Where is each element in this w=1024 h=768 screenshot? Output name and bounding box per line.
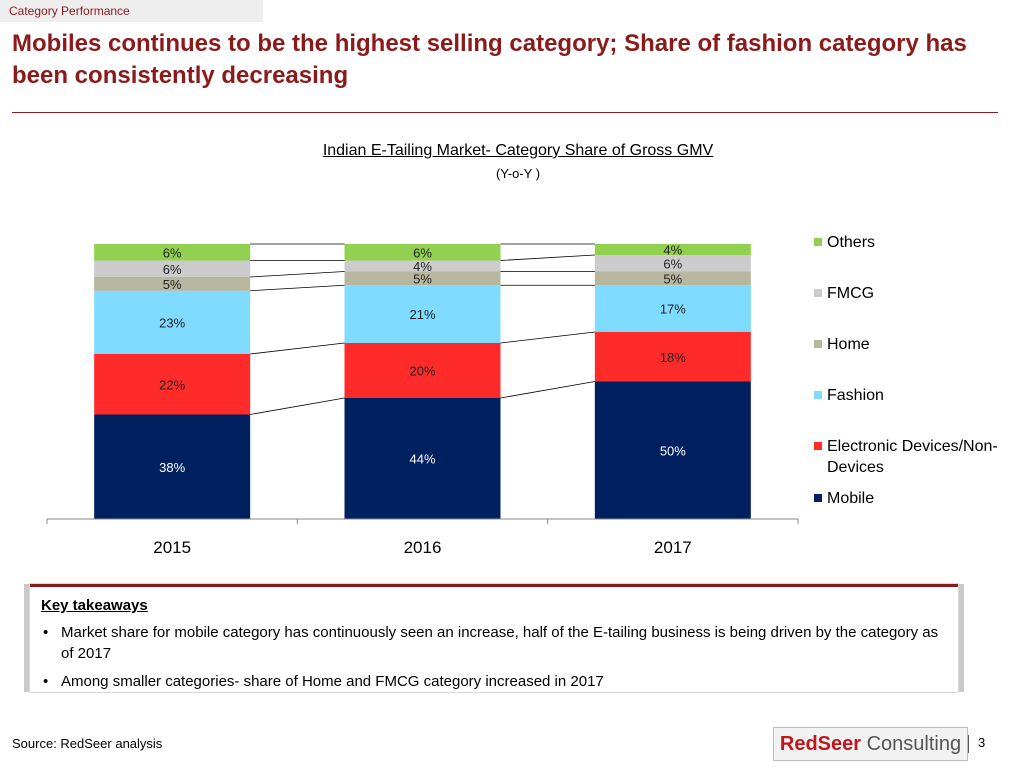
x-tick-label: 2015 <box>153 538 191 557</box>
bar-segment <box>594 255 751 272</box>
connector-line <box>500 381 595 399</box>
bar-segment <box>94 290 251 354</box>
legend-swatch-fashion <box>814 391 822 399</box>
bar-segment <box>94 414 251 519</box>
bar-segment <box>594 244 751 255</box>
page-number: 3 <box>978 735 986 750</box>
legend-item-home: Home <box>814 334 1019 355</box>
bar-segment <box>344 343 501 398</box>
legend-item-electronic-devices: Electronic Devices/Non-Devices <box>814 436 1019 478</box>
connector-line <box>250 271 345 278</box>
logo-wordmark-grey: Consulting <box>861 733 962 755</box>
key-takeaways-title: Key takeaways <box>41 597 148 614</box>
bar-segment <box>594 381 751 519</box>
bar-segment <box>344 398 501 519</box>
bar-segment <box>344 244 501 261</box>
connector-line <box>250 342 345 355</box>
logo-wordmark-red: RedSeer <box>779 733 862 755</box>
legend-item-fashion: Fashion <box>814 385 1019 406</box>
legend-swatch-mobile <box>814 494 822 502</box>
legend-label: Mobile <box>827 490 875 507</box>
data-label: 5% <box>413 271 432 286</box>
legend-label: Others <box>827 234 876 251</box>
redseer-logo: RedSeer Consulting <box>773 727 968 761</box>
x-tick-label: 2016 <box>404 538 442 557</box>
data-label: 21% <box>409 307 435 322</box>
bar-segment <box>94 277 251 291</box>
data-label: 4% <box>413 259 432 274</box>
data-label: 6% <box>163 245 182 260</box>
source-note: Source: RedSeer analysis <box>12 736 163 751</box>
connector-line <box>250 284 345 292</box>
data-label: 20% <box>409 364 435 379</box>
takeaway-item: Among smaller categories- share of Home … <box>41 671 946 692</box>
page-title: Mobiles continues to be the highest sell… <box>12 30 967 89</box>
data-label: 5% <box>663 271 682 286</box>
legend-label: Home <box>827 336 870 353</box>
data-label: 6% <box>163 262 182 277</box>
data-label: 38% <box>159 460 185 475</box>
title-divider <box>12 112 998 113</box>
bar-segment <box>344 260 501 272</box>
legend-swatch-others <box>814 238 822 246</box>
legend-item-others: Others <box>814 232 1019 253</box>
bar-segment <box>344 285 501 343</box>
legend-swatch-home <box>814 340 822 348</box>
data-label: 5% <box>163 277 182 292</box>
data-label: 18% <box>660 350 686 365</box>
data-label: 6% <box>663 256 682 271</box>
legend-label: Electronic Devices/Non-Devices <box>827 438 998 476</box>
data-label: 6% <box>413 245 432 260</box>
legend-item-mobile: Mobile <box>814 488 1019 509</box>
bar-segment <box>344 271 501 286</box>
data-label: 22% <box>159 377 185 392</box>
legend-label: Fashion <box>827 387 884 404</box>
takeaways-list: Market share for mobile category has con… <box>41 622 946 699</box>
chart-title: Indian E-Tailing Market- Category Share … <box>322 142 714 159</box>
data-label: 50% <box>660 443 686 458</box>
chart-subtitle: (Y-o-Y ) <box>495 166 541 181</box>
data-label: 44% <box>409 452 435 467</box>
bar-segment <box>594 332 751 382</box>
section-tab: Category Performance <box>0 0 263 22</box>
bar-segment <box>594 271 751 286</box>
data-label: 4% <box>663 243 682 258</box>
key-takeaways-box: Key takeaways Market share for mobile ca… <box>30 584 958 692</box>
legend-item-fmcg: FMCG <box>814 283 1019 304</box>
legend-label: FMCG <box>827 285 875 302</box>
bar-segment <box>94 354 251 415</box>
page-number-divider <box>968 735 969 753</box>
takeaway-item: Market share for mobile category has con… <box>41 622 946 664</box>
connector-line <box>500 254 595 261</box>
data-label: 23% <box>159 315 185 330</box>
legend-swatch-fmcg <box>814 289 822 297</box>
connector-line <box>250 397 345 415</box>
bar-segment <box>594 285 751 332</box>
x-tick-label: 2017 <box>654 538 692 557</box>
bar-segment <box>94 260 251 277</box>
bar-segment <box>94 244 251 261</box>
connector-line <box>500 331 595 344</box>
legend-swatch-electronic-devices <box>814 442 822 450</box>
data-label: 17% <box>660 302 686 317</box>
